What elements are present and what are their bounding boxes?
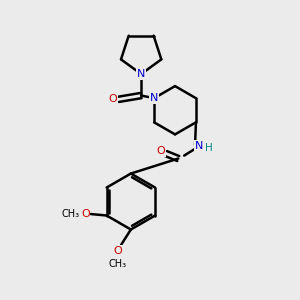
Text: CH₃: CH₃: [109, 259, 127, 269]
Text: CH₃: CH₃: [61, 209, 79, 219]
Text: O: O: [113, 246, 122, 256]
Text: N: N: [195, 141, 203, 151]
Text: O: O: [81, 209, 90, 219]
Text: O: O: [156, 146, 165, 156]
Text: H: H: [205, 143, 213, 153]
Text: N: N: [137, 69, 146, 79]
Text: N: N: [150, 93, 158, 103]
Text: O: O: [109, 94, 118, 104]
